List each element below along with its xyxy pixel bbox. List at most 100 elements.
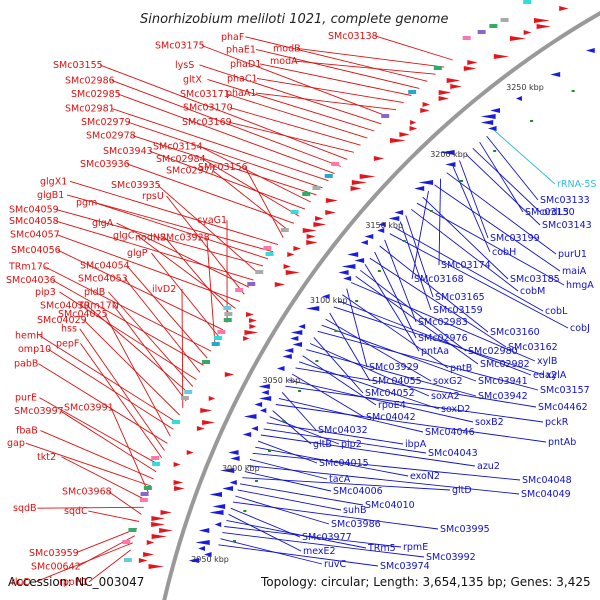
outer-label-leader: [256, 78, 404, 104]
inner-label-leader: [291, 373, 365, 418]
inner-gene-label: SMc03165: [435, 292, 485, 303]
inner-gene-label: xylB: [537, 356, 557, 367]
genome-backbone: [162, 10, 600, 600]
inner-gene-label: SMc03974: [380, 561, 430, 572]
rna-feature: [184, 390, 193, 394]
forward-gene-feature: [208, 396, 216, 401]
inner-gene-label: SMc04048: [522, 475, 572, 486]
inner-label-leader: [257, 440, 318, 464]
inner-label-leader: [249, 458, 328, 480]
inner-label-leader: [411, 208, 519, 292]
outer-gene-label: SMc02986: [65, 75, 115, 86]
inner-label-leader: [239, 483, 364, 506]
inner-gene-label: cobL: [545, 306, 568, 317]
outer-gene-label: glgX1: [40, 176, 67, 187]
reverse-gene-feature: [228, 450, 239, 455]
inner-gene-label: hmgA: [566, 280, 594, 291]
inner-label-leader: [337, 300, 532, 376]
inner-label-leader: [360, 269, 467, 352]
outer-label-leader: [40, 430, 154, 480]
rna-feature: [462, 36, 471, 40]
inner-gene-label: SMc03986: [331, 519, 381, 530]
gc-mark: [243, 510, 247, 512]
forward-gene-feature: [410, 120, 417, 125]
inner-gene-label: pntB: [450, 363, 472, 374]
rna-feature: [247, 282, 256, 286]
outer-gene-label: pgm: [76, 198, 97, 209]
forward-gene-feature: [160, 510, 172, 515]
inner-gene-label: purU1: [558, 249, 587, 260]
forward-gene-feature: [173, 480, 184, 485]
inner-label-leader: [281, 391, 317, 431]
inner-gene-label: SMc03150: [525, 207, 575, 218]
outer-gene-label: SMc03928: [160, 233, 210, 244]
forward-gene-feature: [390, 138, 406, 143]
outer-label-leader: [99, 64, 348, 160]
outer-label-leader: [60, 410, 157, 473]
inner-gene-label: SMc03174: [441, 260, 491, 271]
inner-gene-label: ruvC: [324, 559, 347, 570]
reverse-gene-feature: [298, 324, 306, 329]
inner-label-leader: [275, 404, 547, 443]
inner-gene-label: eda2: [533, 370, 557, 381]
forward-gene-feature: [249, 324, 257, 329]
outer-gene-label: pepF: [56, 338, 79, 349]
rna-feature: [223, 318, 232, 322]
rna-feature: [523, 0, 532, 4]
inner-label-leader: [269, 416, 340, 445]
outer-gene-label: pip3: [35, 287, 56, 298]
rna-feature: [180, 396, 189, 400]
rna-feature: [290, 210, 299, 214]
reverse-gene-feature: [282, 354, 292, 359]
reverse-gene-feature: [214, 522, 222, 527]
inner-gene-label: SMc03199: [490, 233, 540, 244]
inner-gene-label: SMc02983: [418, 317, 468, 328]
outer-gene-label: cyaG1: [197, 215, 227, 226]
map-title: Sinorhizobium meliloti 1021, complete ge…: [140, 12, 449, 27]
forward-gene-feature: [143, 552, 154, 557]
outer-label-leader: [111, 79, 342, 167]
outer-gene-label: hss: [61, 324, 77, 335]
forward-gene-feature: [293, 246, 301, 251]
rna-feature: [433, 66, 442, 70]
outer-label-leader: [245, 36, 428, 82]
reverse-gene-feature: [490, 108, 501, 113]
forward-gene-feature: [302, 228, 317, 233]
inner-label-leader: [346, 288, 368, 368]
inner-gene-label: cobM: [520, 286, 545, 297]
outer-gene-label: TRm17N: [77, 300, 119, 311]
outer-label-leader: [111, 108, 329, 182]
rna-feature: [255, 270, 264, 274]
inner-gene-label: SMc03992: [426, 552, 476, 563]
outer-gene-label: SMc04053: [78, 273, 128, 284]
outer-gene-label: omp10: [18, 344, 51, 355]
inner-gene-label: SMc04046: [425, 427, 475, 438]
inner-gene-label: SMc04052: [365, 388, 415, 399]
outer-gene-label: SMc03997: [14, 406, 64, 417]
inner-gene-label: rpmE: [403, 542, 428, 553]
forward-gene-feature: [533, 18, 550, 23]
reverse-gene-feature: [259, 408, 267, 413]
outer-label-leader: [229, 107, 361, 146]
forward-gene-feature: [313, 222, 327, 227]
outer-gene-label: SMc02981: [65, 104, 115, 115]
accession-text: Accession: NC_003047: [8, 575, 144, 589]
outer-gene-label: SMc03154: [153, 141, 203, 152]
outer-gene-label: SMc03943: [103, 146, 153, 157]
reverse-gene-feature: [276, 366, 285, 371]
outer-label-leader: [126, 163, 294, 224]
rna-feature: [489, 24, 498, 28]
outer-gene-label: SMc03169: [182, 117, 232, 128]
inner-gene-label: soxD2: [441, 404, 470, 415]
outer-label-leader: [127, 121, 323, 189]
forward-gene-feature: [409, 126, 418, 131]
forward-gene-feature: [420, 108, 430, 113]
reverse-gene-feature: [261, 390, 269, 395]
reverse-gene-feature: [347, 252, 359, 257]
forward-gene-feature: [399, 132, 410, 137]
outer-gene-label: SMc03175: [155, 41, 205, 52]
outer-label-leader: [79, 328, 165, 451]
reverse-gene-feature: [414, 186, 425, 191]
inner-gene-label: SMc04006: [333, 486, 383, 497]
